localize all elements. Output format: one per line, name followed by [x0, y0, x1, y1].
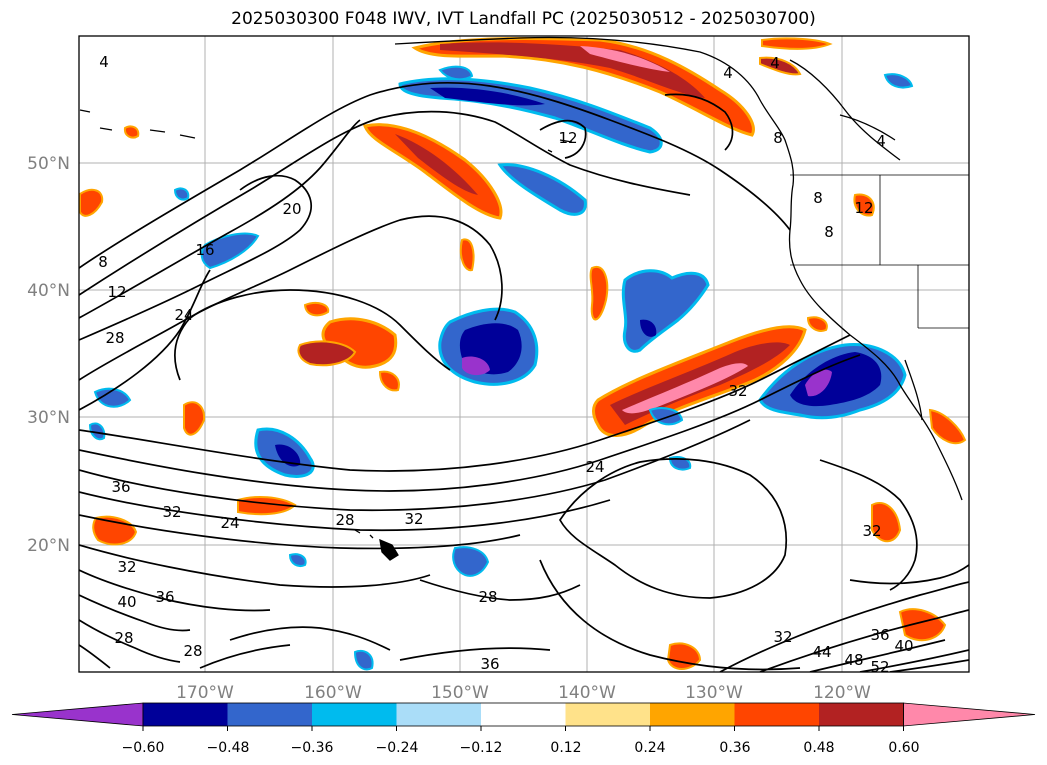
contour-label: 40: [117, 593, 136, 611]
lon-label: 140°W: [558, 683, 616, 703]
contour-label: 8: [824, 223, 834, 241]
lon-label: 150°W: [431, 683, 489, 703]
colorbar-extend-low: [11, 702, 144, 727]
contour-label: 12: [854, 199, 873, 217]
colorbar-frame: [142, 702, 904, 727]
colorbar-tick: −0.24: [376, 740, 419, 756]
colorbar-tick: 0.24: [634, 740, 665, 756]
colorbar-tick: −0.48: [207, 740, 250, 756]
contour-label: 28: [114, 629, 133, 647]
colorbar-cell: [819, 703, 904, 726]
contour-label: 8: [98, 253, 108, 271]
colorbar-tick: 0.60: [888, 740, 919, 756]
coastlines: [79, 36, 963, 561]
contour-label: 4: [723, 64, 733, 82]
contour-label: 32: [117, 558, 136, 576]
contour-label: 24: [585, 458, 604, 476]
contour-label: 36: [155, 588, 174, 606]
contour-label: 32: [862, 522, 881, 540]
colorbar-tick: −0.36: [291, 740, 334, 756]
contour-label: 44: [812, 643, 831, 661]
contour-label: 28: [105, 329, 124, 347]
contour-label: 32: [162, 503, 181, 521]
contour-label: 16: [195, 241, 214, 259]
state-borders: [790, 174, 969, 329]
contour-label: 28: [478, 588, 497, 606]
colorbar-tick: −0.12: [460, 740, 503, 756]
contour-label: 4: [99, 53, 109, 71]
plot-title: 2025030300 F048 IWV, IVT Landfall PC (20…: [231, 9, 816, 29]
iwv-contours: [79, 81, 969, 672]
positive-correlation-fills: [79, 36, 967, 670]
contour-label: 32: [404, 510, 423, 528]
lon-label: 170°W: [176, 683, 234, 703]
lat-label: 40°N: [27, 281, 70, 301]
latitude-labels: 50°N 40°N 30°N 20°N: [27, 154, 70, 556]
colorbar-tick: 0.48: [803, 740, 834, 756]
contour-label: 24: [220, 514, 239, 532]
contour-labels: 4 4 4 4 8 8 8 8 12 12 12 16 20 24 24 24 …: [98, 53, 913, 676]
contour-label: 40: [894, 637, 913, 655]
lat-label: 30°N: [27, 408, 70, 428]
contour-label: 36: [480, 655, 499, 673]
colorbar: −0.60 −0.48 −0.36 −0.24 −0.12 0.12 0.24 …: [11, 702, 1036, 756]
lon-label: 130°W: [685, 683, 743, 703]
lon-label: 120°W: [813, 683, 871, 703]
negative-correlation-fills: [88, 65, 914, 671]
colorbar-cell: [312, 703, 397, 726]
contour-label: 4: [876, 132, 886, 150]
lat-label: 20°N: [27, 536, 70, 556]
contour-label: 32: [728, 382, 747, 400]
colorbar-tick: 0.36: [719, 740, 750, 756]
contour-label: 32: [773, 628, 792, 646]
longitude-labels: 170°W 160°W 150°W 140°W 130°W 120°W: [176, 683, 871, 703]
colorbar-tick: 0.12: [550, 740, 581, 756]
colorbar-tick: −0.60: [122, 740, 165, 756]
contour-label: 12: [107, 283, 126, 301]
colorbar-cell: [227, 703, 313, 726]
colorbar-cell: [565, 703, 651, 726]
contour-label: 4: [770, 54, 780, 72]
contour-label: 28: [183, 642, 202, 660]
map-frame: [78, 35, 970, 673]
contour-label: 8: [813, 189, 823, 207]
colorbar-cell: [481, 703, 566, 726]
colorbar-cell: [650, 703, 735, 726]
contour-label: 36: [111, 478, 130, 496]
contour-label: 28: [335, 511, 354, 529]
lon-label: 160°W: [304, 683, 362, 703]
contour-label: 52: [870, 658, 889, 676]
contour-label: 48: [844, 651, 863, 669]
contour-label: 12: [558, 129, 577, 147]
lat-label: 50°N: [27, 154, 70, 174]
colorbar-cell: [143, 703, 228, 726]
contour-label: 20: [282, 200, 301, 218]
contour-label: 8: [773, 129, 783, 147]
contour-label: 36: [870, 626, 889, 644]
colorbar-cell: [734, 703, 820, 726]
contour-label: 24: [174, 306, 193, 324]
colorbar-extend-high: [903, 702, 1036, 727]
colorbar-cell: [396, 703, 482, 726]
